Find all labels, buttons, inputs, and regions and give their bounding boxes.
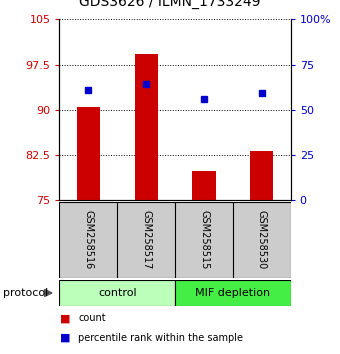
Bar: [77, 107, 100, 200]
Text: MIF depletion: MIF depletion: [195, 288, 270, 298]
Bar: [175, 280, 291, 306]
Text: GSM258530: GSM258530: [257, 210, 267, 269]
Bar: [192, 171, 216, 200]
Text: GSM258515: GSM258515: [199, 210, 209, 269]
Text: percentile rank within the sample: percentile rank within the sample: [78, 333, 243, 343]
Bar: [135, 55, 158, 200]
Text: protocol: protocol: [3, 288, 49, 298]
Bar: [250, 151, 273, 200]
Bar: [59, 280, 175, 306]
Text: count: count: [78, 313, 106, 323]
Text: GSM258516: GSM258516: [83, 210, 94, 269]
Text: ■: ■: [59, 333, 70, 343]
Text: GDS3626 / ILMN_1733249: GDS3626 / ILMN_1733249: [79, 0, 261, 9]
Text: ■: ■: [59, 313, 70, 323]
Text: GSM258517: GSM258517: [141, 210, 151, 269]
Text: control: control: [98, 288, 137, 298]
